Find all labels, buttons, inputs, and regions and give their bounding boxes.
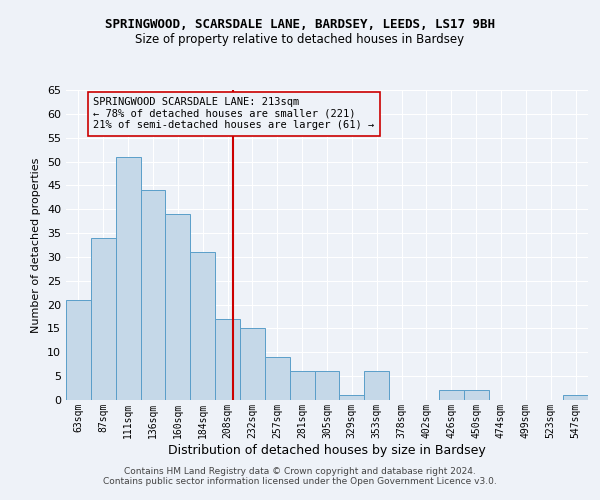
Text: Contains public sector information licensed under the Open Government Licence v3: Contains public sector information licen… — [103, 477, 497, 486]
Text: SPRINGWOOD, SCARSDALE LANE, BARDSEY, LEEDS, LS17 9BH: SPRINGWOOD, SCARSDALE LANE, BARDSEY, LEE… — [105, 18, 495, 30]
Bar — [290, 372, 314, 400]
Bar — [215, 319, 240, 400]
Bar — [464, 390, 488, 400]
Bar — [66, 300, 91, 400]
Bar — [314, 372, 340, 400]
Text: Size of property relative to detached houses in Bardsey: Size of property relative to detached ho… — [136, 32, 464, 46]
Bar — [166, 214, 190, 400]
Bar — [140, 190, 166, 400]
Bar — [190, 252, 215, 400]
Text: Contains HM Land Registry data © Crown copyright and database right 2024.: Contains HM Land Registry data © Crown c… — [124, 467, 476, 476]
Y-axis label: Number of detached properties: Number of detached properties — [31, 158, 41, 332]
Bar — [439, 390, 464, 400]
Bar — [364, 372, 389, 400]
Bar — [116, 157, 140, 400]
Bar — [240, 328, 265, 400]
Bar — [91, 238, 116, 400]
Bar — [265, 357, 290, 400]
Text: SPRINGWOOD SCARSDALE LANE: 213sqm
← 78% of detached houses are smaller (221)
21%: SPRINGWOOD SCARSDALE LANE: 213sqm ← 78% … — [94, 97, 374, 130]
Bar — [340, 395, 364, 400]
Bar — [563, 395, 588, 400]
X-axis label: Distribution of detached houses by size in Bardsey: Distribution of detached houses by size … — [168, 444, 486, 456]
